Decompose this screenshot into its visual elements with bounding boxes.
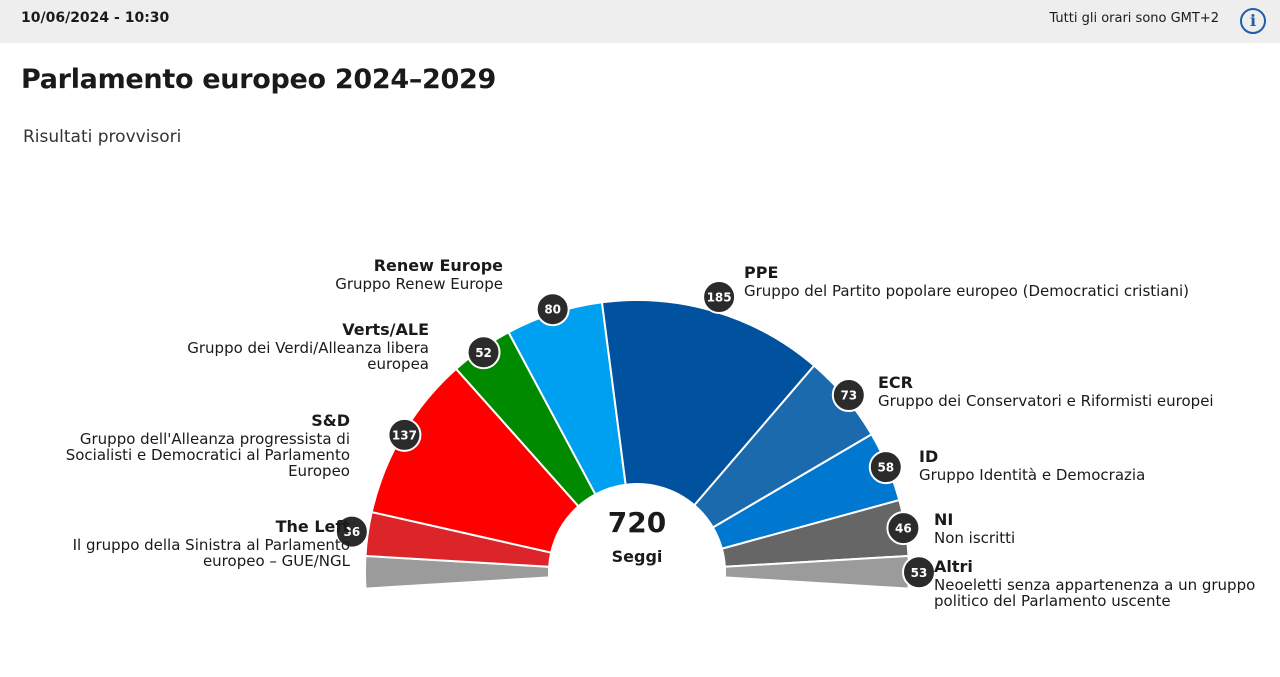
label-name: ID	[919, 447, 939, 466]
info-icon[interactable]: i	[1240, 8, 1266, 34]
label-name: PPE	[744, 263, 779, 282]
seat-badge-ni: 46	[886, 511, 921, 546]
label-ni: NI Non iscritti	[934, 510, 1016, 547]
label-left: The Left Il gruppo della Sinistra al Parl…	[50, 517, 350, 570]
seat-badge-altri: 53	[901, 555, 936, 590]
svg-text:137: 137	[392, 428, 417, 442]
label-name: ECR	[878, 373, 913, 392]
label-name: Altri	[934, 557, 973, 576]
label-description: Il gruppo della Sinistra al Parlamento e…	[72, 536, 350, 570]
svg-text:53: 53	[911, 566, 928, 580]
label-description: Gruppo Identità e Democrazia	[919, 466, 1146, 484]
page-subtitle: Risultati provvisori	[23, 127, 182, 147]
top-bar: 10/06/2024 - 10:30 Tutti gli orari sono …	[0, 0, 1280, 43]
svg-text:73: 73	[840, 389, 857, 403]
label-ecr: ECR Gruppo dei Conservatori e Riformisti …	[878, 373, 1214, 410]
svg-text:46: 46	[895, 522, 912, 536]
label-ppe: PPE Gruppo del Partito popolare europeo (…	[744, 263, 1190, 300]
seat-badge-sd: 137	[387, 417, 422, 452]
label-description: Gruppo Renew Europe	[335, 275, 503, 293]
page-title: Parlamento europeo 2024–2029	[21, 64, 496, 95]
svg-text:36: 36	[343, 525, 360, 539]
svg-text:185: 185	[707, 290, 732, 304]
seat-badge-id: 58	[868, 450, 903, 485]
segment-sd[interactable]	[370, 367, 580, 554]
total-seats: 720	[608, 506, 666, 539]
label-name: NI	[934, 510, 954, 529]
label-description: Non iscritti	[934, 529, 1016, 547]
seat-badge-verts: 52	[466, 335, 501, 370]
label-description: Gruppo dei Conservatori e Riformisti eur…	[878, 392, 1214, 410]
timezone-note: Tutti gli orari sono GMT+2	[1049, 11, 1219, 26]
label-id: ID Gruppo Identità e Democrazia	[919, 447, 1146, 484]
label-sd: S&D Gruppo dell'Alleanza progressista di …	[50, 411, 350, 480]
seat-badge-ppe: 185	[702, 279, 737, 314]
label-description: Gruppo dei Verdi/Alleanza libera europea	[187, 339, 429, 373]
label-description: Gruppo dell'Alleanza progressista di Soc…	[65, 430, 350, 480]
svg-text:52: 52	[475, 346, 492, 360]
seat-badge-renew: 80	[535, 292, 570, 327]
label-name: The Left	[275, 517, 350, 536]
datetime: 10/06/2024 - 10:30	[21, 10, 170, 26]
label-altri: Altri Neoeletti senza appartenenza a un g…	[934, 557, 1262, 610]
seat-badge-ecr: 73	[831, 378, 866, 413]
label-name: S&D	[311, 411, 350, 430]
seat-badge-left: 36	[334, 514, 369, 549]
label-description: Gruppo del Partito popolare europeo (Dem…	[744, 282, 1190, 300]
label-name: Verts/ALE	[342, 320, 429, 339]
label-name: Renew Europe	[373, 256, 503, 275]
seats-label: Seggi	[612, 547, 663, 566]
svg-text:80: 80	[544, 303, 561, 317]
segment-ppe[interactable]	[600, 299, 816, 507]
label-verts: Verts/ALE Gruppo dei Verdi/Alleanza liber…	[129, 320, 429, 373]
svg-text:58: 58	[877, 461, 894, 475]
label-description: Neoeletti senza appartenenza a un gruppo…	[934, 576, 1256, 610]
label-renew: Renew Europe Gruppo Renew Europe	[335, 256, 503, 293]
